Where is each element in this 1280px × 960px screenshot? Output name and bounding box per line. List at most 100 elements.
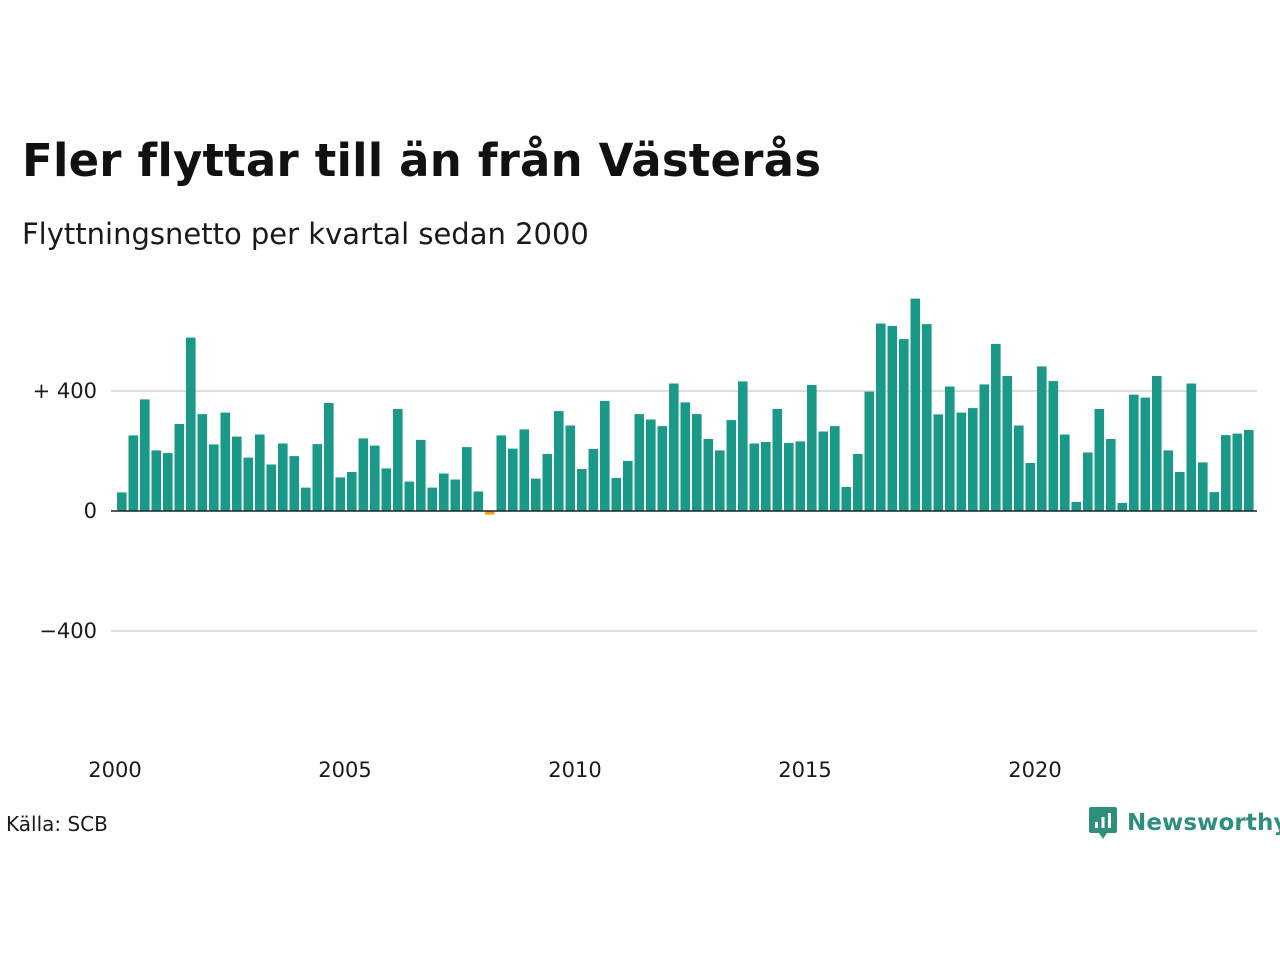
bar-2002K3 <box>232 436 242 511</box>
bar-2004K2 <box>312 444 323 511</box>
x-tick-label: 2015 <box>778 758 831 782</box>
bar-2013K3 <box>738 381 748 511</box>
bar-2010K4 <box>611 478 622 511</box>
source-note: Källa: SCB <box>6 812 108 836</box>
y-tick-label: + 400 <box>33 379 97 403</box>
bar-2006K3 <box>416 439 426 511</box>
bar-2000K1 <box>117 492 127 511</box>
bar-2015K4 <box>841 487 852 511</box>
bar-2008K3 <box>508 448 518 511</box>
bar-2018K3 <box>968 408 978 511</box>
bar-2004K3 <box>324 403 334 511</box>
bar-2001K2 <box>174 424 185 511</box>
y-tick-label: −400 <box>39 619 97 643</box>
bar-2024K3 <box>1244 430 1254 511</box>
bar-2006K4 <box>427 487 438 511</box>
bar-2023K3 <box>1198 462 1208 511</box>
bar-2017K2 <box>910 298 921 511</box>
bar-2009K3 <box>554 411 564 511</box>
bar-2007K1 <box>439 473 449 511</box>
bar-2015K3 <box>830 426 840 511</box>
bar-2008K4 <box>519 429 530 511</box>
x-tick-label: 2010 <box>548 758 601 782</box>
bar-2024K1 <box>1221 435 1231 511</box>
bar-2019K4 <box>1025 463 1036 511</box>
bar-2014K4 <box>795 441 806 511</box>
bar-2004K4 <box>335 477 346 511</box>
bar-2000K4 <box>151 450 162 511</box>
bar-2018K2 <box>956 412 967 511</box>
bar-chart: + 400 0 −400 2000 2005 2010 2015 2020 <box>33 298 1257 782</box>
chart-title: Fler flyttar till än från Västerås <box>22 134 822 187</box>
axes: + 400 0 −400 2000 2005 2010 2015 2020 <box>33 379 1257 782</box>
bar-2020K2 <box>1048 381 1059 511</box>
bar-2003K4 <box>289 456 300 511</box>
bar-2022K4 <box>1163 450 1174 511</box>
bar-2007K3 <box>462 447 472 511</box>
x-tick-label: 2005 <box>318 758 371 782</box>
bar-2019K2 <box>1002 376 1013 511</box>
bar-2010K3 <box>600 400 610 511</box>
bar-2014K1 <box>761 442 771 511</box>
bar-2017K3 <box>922 324 932 511</box>
bar-2008K1 <box>485 511 495 515</box>
bar-2011K3 <box>646 419 656 511</box>
bar-2020K1 <box>1037 366 1047 511</box>
bar-2005K2 <box>358 438 369 511</box>
bar-2013K4 <box>749 443 760 511</box>
bar-2007K4 <box>473 491 484 511</box>
bar-2007K2 <box>450 479 461 511</box>
bar-2016K3 <box>876 323 886 511</box>
bar-2003K2 <box>266 464 277 511</box>
x-tick-label: 2020 <box>1008 758 1061 782</box>
x-tick-label: 2000 <box>88 758 141 782</box>
bar-2008K2 <box>496 435 507 511</box>
bar-2015K2 <box>818 431 829 511</box>
chart-subtitle: Flyttningsnetto per kvartal sedan 2000 <box>22 217 589 251</box>
bar-2019K1 <box>991 343 1001 511</box>
bar-2001K3 <box>186 337 196 511</box>
bar-2009K4 <box>565 425 576 511</box>
brand-logo: Newsworthy <box>1088 803 1280 843</box>
bar-2004K1 <box>301 487 311 511</box>
bar-2020K4 <box>1071 502 1082 511</box>
bars <box>117 298 1254 515</box>
bar-2001K4 <box>197 414 208 511</box>
bar-2003K3 <box>278 443 288 511</box>
bar-2023K4 <box>1209 492 1220 511</box>
bar-2022K1 <box>1129 394 1139 511</box>
bar-2001K1 <box>163 453 173 511</box>
bar-2014K2 <box>772 409 783 511</box>
bar-2021K2 <box>1094 409 1105 511</box>
gridlines <box>111 390 1257 632</box>
bar-2021K3 <box>1106 439 1116 511</box>
bar-2009K1 <box>531 478 541 511</box>
bar-2005K3 <box>370 445 380 511</box>
bar-2005K4 <box>381 468 392 511</box>
bar-2022K3 <box>1152 376 1162 511</box>
bar-2012K3 <box>692 414 702 511</box>
bar-2010K1 <box>577 469 587 511</box>
newsworthy-logo-icon <box>1089 807 1117 839</box>
bar-2017K4 <box>933 414 944 511</box>
bar-2023K2 <box>1186 383 1197 511</box>
bar-2003K1 <box>255 434 265 511</box>
bar-2015K1 <box>807 385 817 511</box>
bar-2000K2 <box>128 435 139 511</box>
bar-2010K2 <box>588 448 599 511</box>
bar-2012K4 <box>703 439 714 511</box>
bar-2006K1 <box>393 409 403 511</box>
bar-2011K2 <box>634 414 645 511</box>
bar-2011K4 <box>657 426 668 511</box>
bar-2018K1 <box>945 386 955 511</box>
bar-2013K1 <box>715 450 725 511</box>
bar-2002K2 <box>220 412 231 511</box>
bar-2006K2 <box>404 481 415 511</box>
y-tick-label: 0 <box>84 499 97 523</box>
bar-2002K4 <box>243 457 254 511</box>
bar-2018K4 <box>979 384 990 511</box>
bar-2005K1 <box>347 472 357 511</box>
brand-name: Newsworthy <box>1127 810 1280 836</box>
bar-2014K3 <box>784 442 794 511</box>
bar-2022K2 <box>1140 397 1151 511</box>
